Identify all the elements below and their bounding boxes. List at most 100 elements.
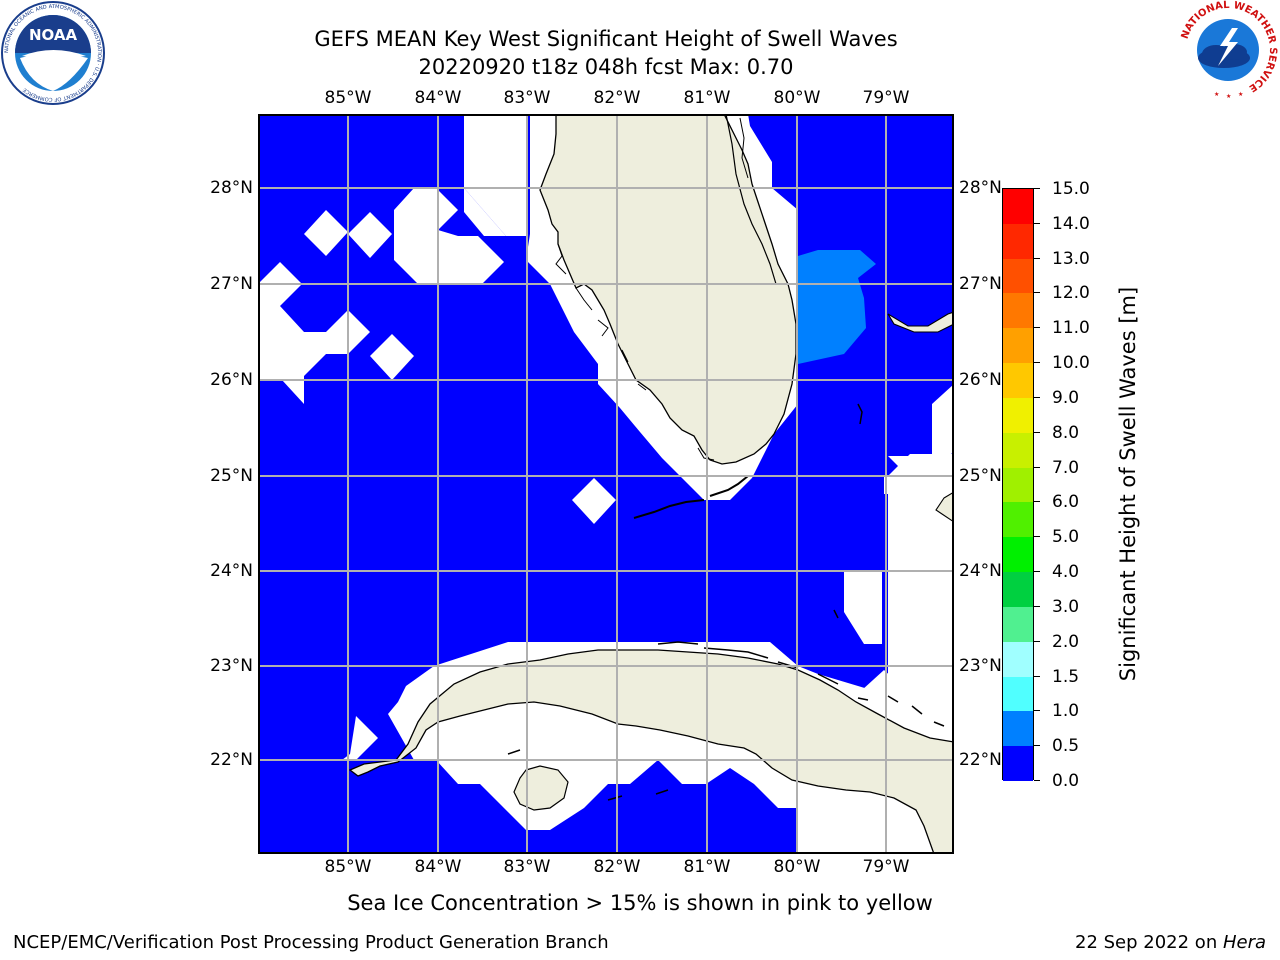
colorbar-tick bbox=[1034, 501, 1040, 503]
lat-tick-right: 23°N bbox=[959, 656, 1002, 676]
lon-tick-bottom: 83°W bbox=[503, 857, 551, 877]
colorbar-label: 10.0 bbox=[1052, 353, 1090, 374]
florida-east-coastline-2 bbox=[739, 117, 749, 179]
colorbar-tick bbox=[1034, 780, 1040, 781]
svg-text:★: ★ bbox=[1238, 91, 1243, 98]
lon-tick-top: 82°W bbox=[593, 88, 641, 108]
lat-tick-left: 25°N bbox=[210, 466, 253, 486]
cuba-north-cays bbox=[657, 641, 839, 685]
colorbar-segment bbox=[1003, 363, 1033, 399]
colorbar-tick bbox=[1034, 710, 1040, 712]
florida-west-bays bbox=[555, 243, 647, 391]
noaa-logo-text: NOAA bbox=[29, 26, 78, 44]
colorbar-tick bbox=[1034, 675, 1040, 677]
colorbar-tick bbox=[1034, 536, 1040, 538]
sea-ice-note-text: Sea Ice Concentration > 15% is shown in … bbox=[347, 891, 933, 915]
colorbar-segment bbox=[1003, 328, 1033, 364]
footer-host: Hera bbox=[1222, 932, 1266, 953]
sea-ice-note: Sea Ice Concentration > 15% is shown in … bbox=[0, 891, 1280, 915]
colorbar-tick bbox=[1034, 605, 1040, 607]
colorbar-segment bbox=[1003, 293, 1033, 329]
colorbar-tick bbox=[1034, 222, 1040, 224]
lon-tick-top: 79°W bbox=[862, 88, 910, 108]
colorbar-tick bbox=[1034, 188, 1040, 189]
lat-tick-left: 27°N bbox=[210, 274, 253, 294]
lat-tick-left: 24°N bbox=[210, 561, 253, 581]
colorbar-label: 1.0 bbox=[1052, 701, 1080, 722]
colorbar-tick bbox=[1034, 640, 1040, 642]
footer-date-text: 22 Sep 2022 on bbox=[1075, 932, 1223, 953]
colorbar-segment bbox=[1003, 537, 1033, 573]
colorbar-segment bbox=[1003, 432, 1033, 469]
colorbar-label: 2.0 bbox=[1052, 631, 1080, 652]
colorbar-segment bbox=[1003, 397, 1033, 434]
svg-text:★: ★ bbox=[1214, 91, 1219, 98]
colorbar-tick bbox=[1034, 257, 1040, 259]
map-graticule bbox=[258, 114, 954, 854]
lon-tick-bottom: 85°W bbox=[324, 857, 372, 877]
colorbar-segment bbox=[1003, 746, 1033, 782]
lat-tick-right: 25°N bbox=[959, 466, 1002, 486]
noaa-logo: NATIONAL OCEANIC AND ATMOSPHERIC ADMINIS… bbox=[1, 1, 105, 105]
colorbar-segment bbox=[1003, 223, 1033, 260]
lon-tick-bottom: 84°W bbox=[414, 857, 462, 877]
lat-tick-left: 26°N bbox=[210, 370, 253, 390]
chart-subtitle: 20220920 t18z 048h fcst Max: 0.70 bbox=[418, 55, 794, 79]
lon-tick-bottom: 82°W bbox=[593, 857, 641, 877]
colorbar-segment bbox=[1003, 711, 1033, 747]
swell-height-map[interactable] bbox=[258, 114, 954, 854]
colorbar-tick bbox=[1034, 745, 1040, 747]
map-frame bbox=[258, 114, 954, 854]
lon-tick-bottom: 80°W bbox=[773, 857, 821, 877]
lat-tick-right: 28°N bbox=[959, 178, 1002, 198]
colorbar-tick bbox=[1034, 466, 1040, 468]
colorbar-segment bbox=[1003, 258, 1033, 294]
lat-tick-right: 26°N bbox=[959, 370, 1002, 390]
colorbar-label: 7.0 bbox=[1052, 457, 1080, 478]
florida-east-coastline bbox=[725, 114, 777, 285]
svg-text:★: ★ bbox=[1226, 93, 1231, 100]
colorbar-label: 6.0 bbox=[1052, 492, 1080, 513]
florida-landmass bbox=[539, 114, 797, 465]
lon-tick-top: 84°W bbox=[414, 88, 462, 108]
colorbar-segment bbox=[1003, 502, 1033, 538]
colorbar-tick bbox=[1034, 396, 1040, 398]
colorbar-label: 1.5 bbox=[1052, 666, 1080, 687]
lon-tick-top: 85°W bbox=[324, 88, 372, 108]
colorbar-label: 12.0 bbox=[1052, 283, 1090, 304]
lat-tick-left: 23°N bbox=[210, 656, 253, 676]
colorbar-tick bbox=[1034, 327, 1040, 329]
colorbar-label: 15.0 bbox=[1052, 179, 1090, 199]
colorbar-segment bbox=[1003, 676, 1033, 712]
lon-tick-top: 83°W bbox=[503, 88, 551, 108]
colorbar-label: 0.0 bbox=[1052, 771, 1080, 791]
lake-okeechobee-area bbox=[697, 447, 715, 461]
lat-tick-right: 27°N bbox=[959, 274, 1002, 294]
colorbar-label: 0.5 bbox=[1052, 736, 1080, 757]
nws-logo: NATIONAL WEATHER SERVICE ★ ★ ★ bbox=[1179, 0, 1278, 100]
footer-credit: NCEP/EMC/Verification Post Processing Pr… bbox=[13, 932, 609, 953]
colorbar-label: 5.0 bbox=[1052, 527, 1080, 548]
colorbar-label: 11.0 bbox=[1052, 318, 1090, 339]
lat-tick-left: 28°N bbox=[210, 178, 253, 198]
colorbar-label: 13.0 bbox=[1052, 248, 1090, 269]
colorbar-title: Significant Height of Swell Waves [m] bbox=[1116, 286, 1140, 682]
lat-tick-left: 22°N bbox=[210, 750, 253, 770]
colorbar-segment bbox=[1003, 572, 1033, 608]
lon-tick-top: 80°W bbox=[773, 88, 821, 108]
cuba-landmass bbox=[348, 649, 954, 854]
cuba-south-cays bbox=[507, 749, 669, 801]
lat-tick-right: 24°N bbox=[959, 561, 1002, 581]
colorbar-label: 4.0 bbox=[1052, 562, 1080, 583]
lon-tick-bottom: 81°W bbox=[683, 857, 731, 877]
lat-tick-right: 22°N bbox=[959, 750, 1002, 770]
colorbar-segment bbox=[1003, 641, 1033, 678]
footer-date: 22 Sep 2022 on Hera bbox=[1075, 932, 1266, 953]
chart-title: GEFS MEAN Key West Significant Height of… bbox=[314, 27, 898, 51]
colorbar-segment bbox=[1003, 467, 1033, 503]
colorbar-label: 8.0 bbox=[1052, 422, 1080, 443]
colorbar-segment bbox=[1003, 189, 1033, 225]
colorbar-tick bbox=[1034, 292, 1040, 294]
colorbar-segment bbox=[1003, 606, 1033, 643]
colorbar-tick bbox=[1034, 362, 1040, 364]
